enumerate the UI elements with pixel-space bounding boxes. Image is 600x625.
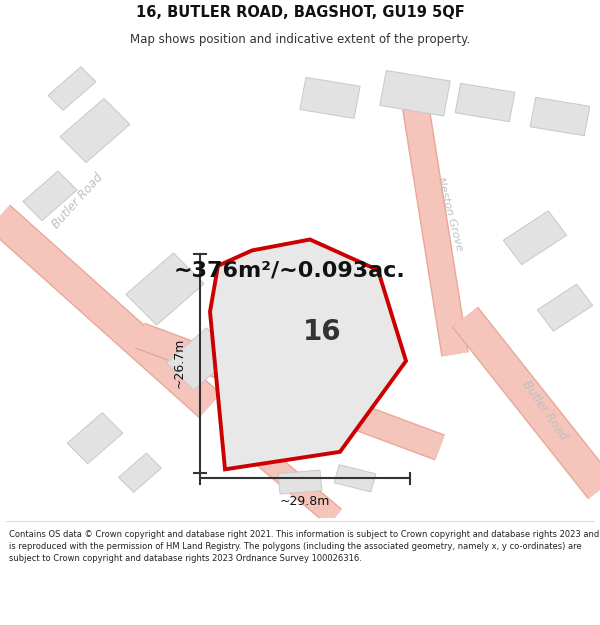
Text: 16: 16 <box>303 318 341 346</box>
Polygon shape <box>334 465 376 492</box>
Polygon shape <box>210 239 406 469</box>
Polygon shape <box>380 71 451 116</box>
Polygon shape <box>455 83 515 122</box>
Text: Butler Road: Butler Road <box>50 171 106 231</box>
Polygon shape <box>166 328 234 390</box>
Polygon shape <box>23 171 77 221</box>
Text: ~29.8m: ~29.8m <box>280 495 330 508</box>
Text: Butler Road: Butler Road <box>265 365 335 394</box>
Polygon shape <box>48 67 96 111</box>
Polygon shape <box>278 470 322 494</box>
Text: Contains OS data © Crown copyright and database right 2021. This information is : Contains OS data © Crown copyright and d… <box>9 531 599 563</box>
Text: ~26.7m: ~26.7m <box>173 338 186 388</box>
Text: 16, BUTLER ROAD, BAGSHOT, GU19 5QF: 16, BUTLER ROAD, BAGSHOT, GU19 5QF <box>136 5 464 20</box>
Polygon shape <box>503 211 567 264</box>
Text: Neston Grove: Neston Grove <box>436 176 464 252</box>
Text: Map shows position and indicative extent of the property.: Map shows position and indicative extent… <box>130 34 470 46</box>
Polygon shape <box>67 412 123 464</box>
Polygon shape <box>126 253 204 325</box>
Polygon shape <box>300 78 360 118</box>
Polygon shape <box>119 453 161 493</box>
Text: ~376m²/~0.093ac.: ~376m²/~0.093ac. <box>174 260 406 280</box>
Polygon shape <box>60 99 130 162</box>
Polygon shape <box>538 284 593 331</box>
Text: Butler Road: Butler Road <box>520 378 570 442</box>
Polygon shape <box>530 98 590 136</box>
